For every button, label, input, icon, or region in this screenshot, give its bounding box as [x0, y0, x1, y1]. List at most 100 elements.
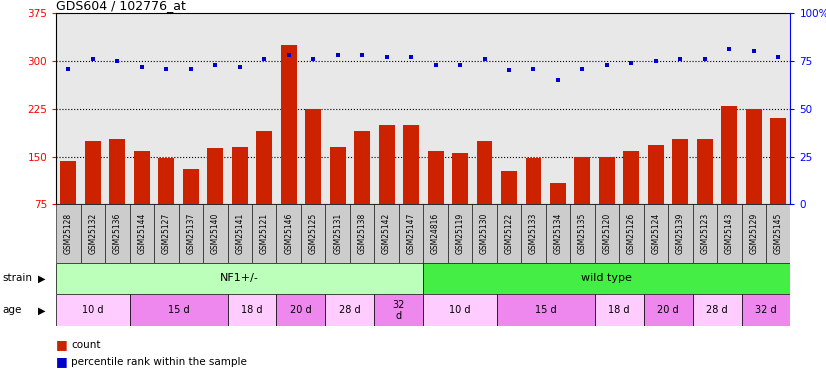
Point [601, 62, 614, 68]
Bar [232, 147, 248, 204]
Point [527, 66, 540, 72]
Text: NF1+/-: NF1+/- [221, 273, 259, 284]
Bar [692, 204, 717, 262]
Text: 28 d: 28 d [706, 305, 728, 315]
Bar [521, 204, 546, 262]
Point [159, 66, 173, 72]
Bar [501, 171, 517, 204]
Bar [766, 204, 790, 262]
Text: age: age [2, 305, 21, 315]
Bar [624, 152, 639, 204]
Bar [301, 204, 325, 262]
Bar [742, 204, 766, 262]
Bar [203, 204, 227, 262]
Bar [692, 294, 742, 326]
Bar [207, 148, 223, 204]
Bar [771, 118, 786, 204]
Point [184, 66, 197, 72]
Text: GSM25136: GSM25136 [113, 213, 122, 255]
Text: 18 d: 18 d [609, 305, 630, 315]
Text: GSM25120: GSM25120 [602, 213, 611, 254]
Bar [256, 131, 273, 204]
Bar [281, 45, 297, 204]
Text: GSM25145: GSM25145 [774, 213, 783, 255]
Point [331, 52, 344, 58]
Bar [374, 204, 399, 262]
Text: 20 d: 20 d [657, 305, 679, 315]
Bar [277, 294, 325, 326]
Bar [448, 204, 472, 262]
Text: GSM25129: GSM25129 [749, 213, 758, 254]
Text: 20 d: 20 d [290, 305, 311, 315]
Bar [374, 294, 424, 326]
Bar [399, 204, 423, 262]
Bar [742, 294, 790, 326]
Bar [56, 204, 81, 262]
Bar [595, 204, 620, 262]
Text: GSM25143: GSM25143 [724, 213, 733, 255]
Point [502, 68, 515, 74]
Text: GSM25138: GSM25138 [358, 213, 367, 254]
Bar [403, 124, 419, 204]
Text: 10 d: 10 d [82, 305, 103, 315]
Text: GSM25125: GSM25125 [309, 213, 318, 254]
Point [62, 66, 75, 72]
Text: GSM25130: GSM25130 [480, 213, 489, 255]
Point [405, 54, 418, 60]
Point [209, 62, 222, 68]
Bar [60, 161, 76, 204]
Bar [424, 294, 496, 326]
Bar [496, 294, 595, 326]
Bar [378, 124, 395, 204]
Text: GSM25146: GSM25146 [284, 213, 293, 255]
Text: GSM25142: GSM25142 [382, 213, 391, 254]
Point [674, 56, 687, 62]
Bar [183, 169, 199, 204]
Bar [546, 204, 570, 262]
Bar [595, 294, 643, 326]
Point [86, 56, 99, 62]
Text: 28 d: 28 d [339, 305, 361, 315]
Bar [746, 109, 762, 204]
Bar [668, 204, 692, 262]
Bar [550, 183, 566, 204]
Bar [672, 139, 688, 204]
Text: count: count [71, 340, 101, 350]
Point [723, 46, 736, 53]
Point [135, 64, 149, 70]
Text: 15 d: 15 d [168, 305, 189, 315]
Bar [570, 204, 595, 262]
Text: 32 d: 32 d [755, 305, 776, 315]
Point [355, 52, 368, 58]
Point [624, 60, 638, 66]
Text: ■: ■ [56, 356, 68, 368]
Text: GSM25132: GSM25132 [88, 213, 97, 254]
Bar [159, 158, 174, 204]
Text: percentile rank within the sample: percentile rank within the sample [71, 357, 247, 367]
Point [258, 56, 271, 62]
Bar [477, 141, 492, 204]
Text: GSM25135: GSM25135 [578, 213, 587, 255]
Bar [306, 109, 321, 204]
Text: GDS604 / 102776_at: GDS604 / 102776_at [56, 0, 186, 12]
Bar [643, 204, 668, 262]
Point [380, 54, 393, 60]
Bar [620, 204, 643, 262]
Bar [56, 262, 424, 294]
Bar [56, 294, 130, 326]
Bar [227, 204, 252, 262]
Bar [130, 204, 154, 262]
Text: 32
d: 32 d [392, 300, 405, 321]
Bar [423, 204, 448, 262]
Text: 18 d: 18 d [241, 305, 263, 315]
Point [771, 54, 785, 60]
Bar [154, 204, 178, 262]
Bar [109, 139, 126, 204]
Point [453, 62, 467, 68]
Bar [227, 294, 277, 326]
Text: 10 d: 10 d [449, 305, 471, 315]
Bar [717, 204, 742, 262]
Bar [721, 105, 738, 204]
Bar [525, 158, 541, 204]
Point [429, 62, 442, 68]
